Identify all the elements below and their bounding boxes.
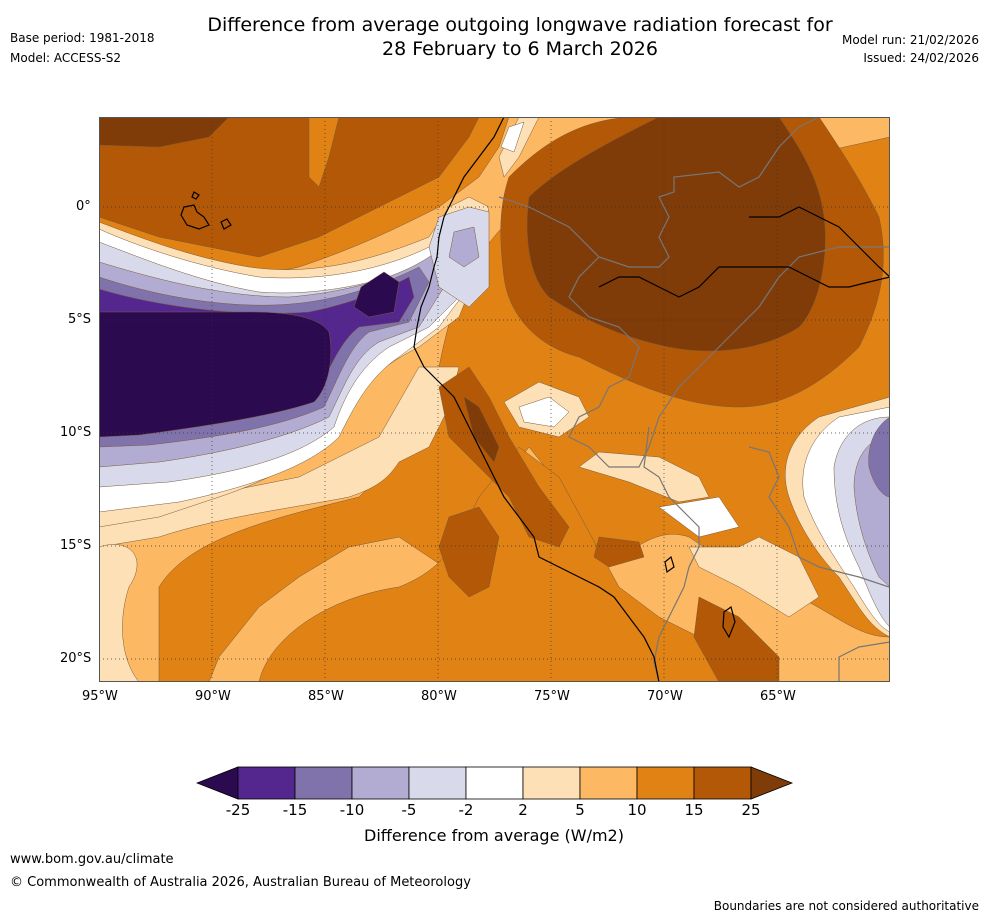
colorbar-cell <box>636 766 695 800</box>
anomaly-2-5-altiplano <box>578 451 710 503</box>
colorbar-cell <box>408 766 467 800</box>
colorbar-cell <box>693 766 752 800</box>
anomaly-neutral-north-coast <box>500 121 525 153</box>
anomaly-gt25-northwest <box>99 117 230 148</box>
lon-label-85w: 85°W <box>308 689 344 704</box>
lon-label-65w: 65°W <box>760 689 796 704</box>
colorbar-tick-label: 10 <box>627 801 647 819</box>
colorbar-cell <box>465 766 524 800</box>
lat-label-0: 0° <box>76 199 91 214</box>
anomaly-neutral-interior <box>518 396 570 428</box>
disclaimer-text: Boundaries are not considered authoritat… <box>713 899 979 913</box>
model-run-text: Model run: 21/02/2026 <box>841 33 979 47</box>
country-borders <box>498 117 890 682</box>
lat-label-10s: 10°S <box>60 425 92 440</box>
lat-label-20s: 20°S <box>60 651 92 666</box>
lon-label-90w: 90°W <box>195 689 231 704</box>
anomaly-2-5-southwest <box>99 544 140 682</box>
colorbar-tick-label: -10 <box>339 801 365 819</box>
colorbar-tick-label: 2 <box>518 801 528 819</box>
colorbar-tick-label: -25 <box>225 801 251 819</box>
website-link[interactable]: www.bom.gov.au/climate <box>10 852 174 867</box>
lon-label-70w: 70°W <box>647 689 683 704</box>
colorbar-tick-label: -5 <box>401 801 417 819</box>
colorbar-ticks: -25 -15 -10 -5 -2 2 5 10 15 25 <box>0 801 988 823</box>
anomaly-10-15-streak <box>308 117 340 188</box>
base-period-text: Base period: 1981-2018 <box>10 31 155 45</box>
colorbar-tick-label: 5 <box>575 801 585 819</box>
colorbar-cell <box>579 766 638 800</box>
issued-text: Issued: 24/02/2026 <box>863 51 979 65</box>
anomaly-neg10-neg15-east <box>868 416 890 498</box>
title-line-1: Difference from average outgoing longwav… <box>207 14 833 36</box>
anomaly-15-25-interior-patch <box>593 536 645 568</box>
lat-label-15s: 15°S <box>60 538 92 553</box>
colorbar-tick-label: 25 <box>741 801 761 819</box>
colorbar <box>196 766 794 800</box>
colorbar-label: Difference from average (W/m2) <box>364 826 624 845</box>
map-frame <box>99 117 890 682</box>
colorbar-arrow-max <box>750 766 794 800</box>
colorbar-cell <box>237 766 296 800</box>
anomaly-lt-neg25-core <box>99 311 332 438</box>
colorbar-cell <box>294 766 353 800</box>
lat-label-5s: 5°S <box>68 312 92 327</box>
lon-label-75w: 75°W <box>534 689 570 704</box>
colorbar-arrow-min <box>196 766 239 800</box>
anomaly-lt-neg25-patch <box>353 271 400 318</box>
colorbar-tick-label: 15 <box>684 801 704 819</box>
coastlines <box>180 117 890 682</box>
lon-label-80w: 80°W <box>421 689 457 704</box>
anomaly-15-25-south-interior <box>693 596 780 682</box>
anomaly-15-25-north-pacific <box>99 117 480 258</box>
copyright-text: © Commonwealth of Australia 2026, Austra… <box>10 875 471 890</box>
olr-anomaly-map <box>99 117 890 682</box>
anomaly-neg5-neg10-coast <box>448 226 480 268</box>
anomaly-2-5-north-coast <box>498 117 540 178</box>
anomaly-gt25-peru <box>463 396 500 463</box>
anomaly-2-5-southeast <box>688 536 820 618</box>
anomaly-15-25-sea-patch <box>438 506 500 598</box>
lon-label-95w: 95°W <box>82 689 118 704</box>
colorbar-tick-label: -2 <box>458 801 474 819</box>
colorbar-cell <box>351 766 410 800</box>
colorbar-tick-label: -15 <box>282 801 308 819</box>
title-line-2: 28 February to 6 March 2026 <box>381 38 658 60</box>
colorbar-cell <box>522 766 581 800</box>
model-text: Model: ACCESS-S2 <box>10 51 122 65</box>
